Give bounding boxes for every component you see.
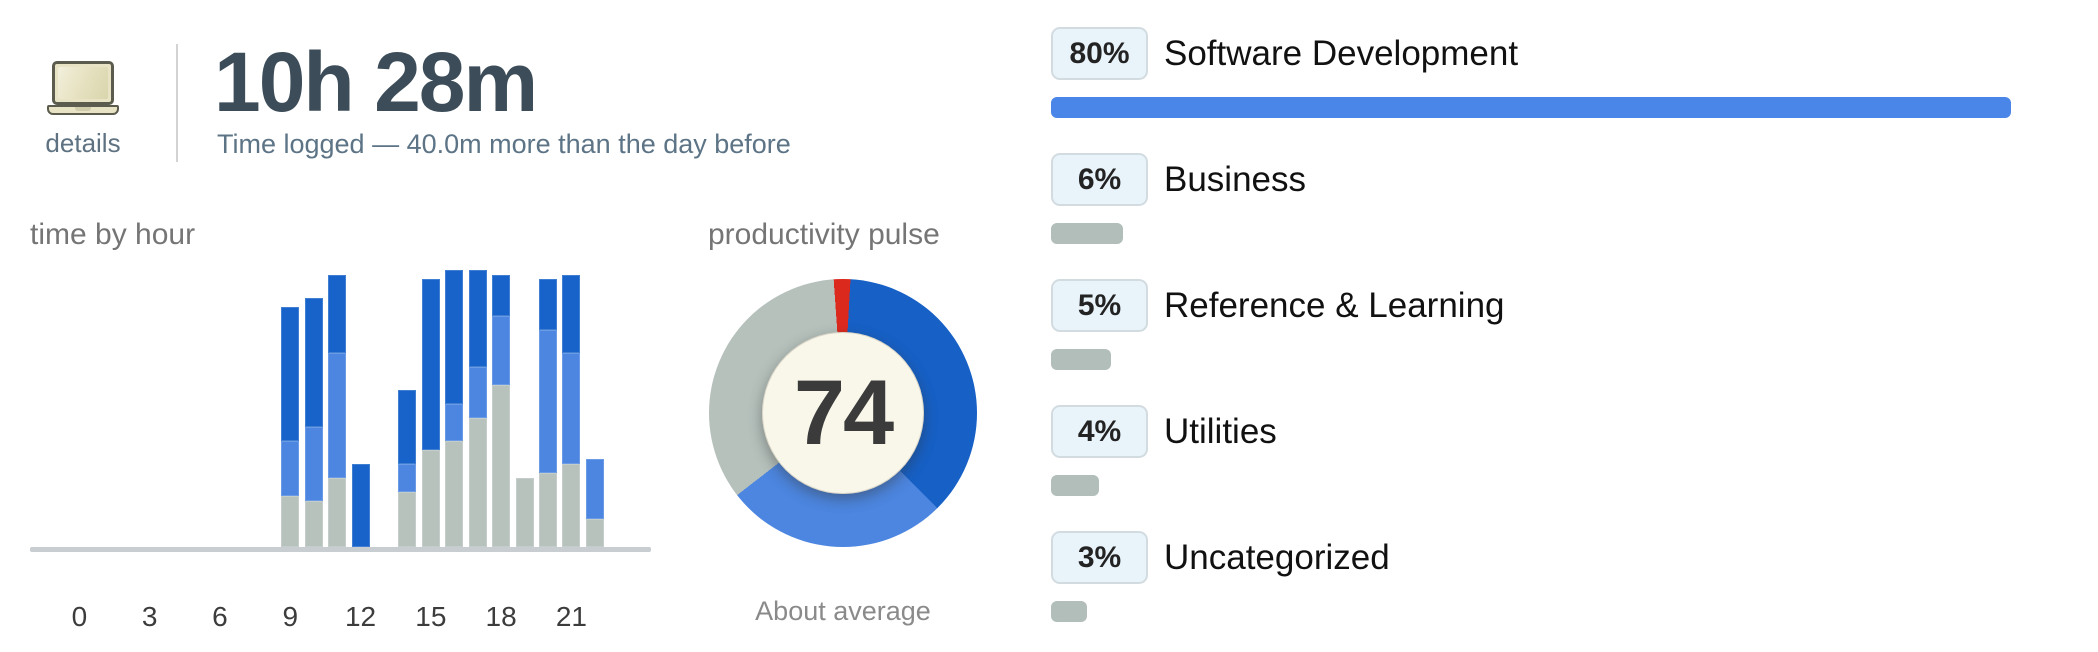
hour-chart-plot: [30, 268, 651, 547]
bar-segment-productive: [281, 440, 300, 497]
category-row-reference-learning[interactable]: 5% Reference & Learning: [1051, 279, 1505, 332]
bar-segment-neutral: [304, 500, 323, 547]
hour-bar-19[interactable]: [515, 477, 534, 547]
time-logged-total: 10h 28m: [214, 35, 538, 129]
pulse-center-disc: 74: [762, 332, 924, 494]
category-label[interactable]: Business: [1164, 159, 1307, 199]
hour-chart-tick-labels: 0 3 6 9 12 15 18 21: [30, 601, 651, 635]
bar-segment-neutral: [281, 496, 300, 547]
bar-segment-productive: [492, 316, 511, 386]
bar-segment-neutral: [468, 417, 487, 547]
bar-segment-neutral: [539, 473, 557, 547]
hour-bar-16[interactable]: [445, 270, 464, 547]
bar-segment-very-productive: [398, 390, 417, 464]
hour-bar-10[interactable]: [304, 297, 323, 547]
category-bar: [1051, 223, 1123, 244]
category-breakdown-panel: 80% Software Development 6% Business 5% Refer…: [1051, 0, 2061, 652]
x-tick-3: 3: [141, 601, 158, 632]
category-percent-badge: 3%: [1051, 531, 1148, 584]
hour-bar-20[interactable]: [539, 279, 557, 547]
hour-bar-12[interactable]: [351, 463, 370, 547]
hour-bar-21[interactable]: [562, 274, 581, 547]
laptop-screen: [52, 61, 114, 105]
x-tick-9: 9: [282, 601, 299, 632]
bar-segment-neutral: [328, 477, 347, 547]
details-link[interactable]: details: [45, 128, 121, 158]
category-percent-badge: 4%: [1051, 405, 1148, 458]
bar-segment-neutral: [492, 385, 511, 547]
bar-segment-very-productive: [328, 274, 347, 354]
category-label[interactable]: Uncategorized: [1164, 537, 1390, 577]
laptop-base: [47, 105, 119, 115]
category-percent-badge: 80%: [1051, 27, 1148, 80]
bar-segment-productive: [445, 403, 464, 441]
bar-segment-very-productive: [281, 306, 300, 441]
x-tick-12: 12: [344, 601, 377, 632]
bar-segment-neutral: [562, 463, 581, 547]
hour-chart-title: time by hour: [30, 218, 196, 251]
x-tick-6: 6: [212, 601, 228, 632]
bar-segment-productive: [304, 426, 323, 501]
category-label[interactable]: Reference & Learning: [1164, 285, 1505, 325]
hour-chart-axis: [30, 547, 651, 552]
bar-segment-productive: [539, 330, 557, 474]
category-bar: [1051, 601, 1087, 622]
laptop-icon: [47, 61, 119, 115]
bar-segment-very-productive: [304, 297, 323, 427]
bar-segment-neutral: [585, 519, 604, 547]
category-bar: [1051, 475, 1099, 496]
category-row-utilities[interactable]: 4% Utilities: [1051, 405, 1277, 458]
category-row-business[interactable]: 6% Business: [1051, 153, 1306, 206]
bar-segment-very-productive: [492, 274, 511, 317]
laptop-notch: [75, 107, 91, 111]
bar-segment-neutral: [398, 491, 417, 547]
bar-segment-productive: [328, 353, 347, 478]
category-percent-badge: 6%: [1051, 153, 1148, 206]
bar-segment-productive: [585, 459, 604, 520]
laptop-screen-glare: [58, 67, 108, 99]
hour-bar-9[interactable]: [281, 306, 300, 547]
pulse-caption: About average: [755, 596, 931, 626]
x-tick-0: 0: [71, 601, 88, 632]
header-divider: [176, 44, 178, 162]
bar-segment-productive: [398, 463, 417, 492]
category-bar: [1051, 349, 1111, 370]
pulse-donut-chart[interactable]: 74: [709, 279, 977, 547]
category-row-uncategorized[interactable]: 3% Uncategorized: [1051, 531, 1390, 584]
hour-bar-22[interactable]: [585, 459, 604, 547]
hour-bar-11[interactable]: [328, 274, 347, 547]
category-label[interactable]: Utilities: [1164, 411, 1277, 451]
bar-segment-very-productive: [445, 270, 464, 404]
hour-bar-18[interactable]: [492, 274, 511, 547]
bar-segment-neutral: [445, 440, 464, 547]
category-percent-badge: 5%: [1051, 279, 1148, 332]
time-logged-subtitle: Time logged — 40.0m more than the day be…: [217, 129, 791, 159]
hour-bar-15[interactable]: [421, 279, 440, 547]
pulse-score: 74: [793, 361, 894, 464]
x-tick-21: 21: [555, 601, 587, 632]
bar-segment-very-productive: [421, 279, 440, 451]
category-bar: [1051, 97, 2011, 118]
bar-segment-very-productive: [562, 274, 581, 354]
pulse-title: productivity pulse: [708, 218, 940, 251]
x-tick-18: 18: [485, 601, 517, 632]
hour-bar-17[interactable]: [468, 270, 487, 547]
x-tick-15: 15: [415, 601, 447, 632]
bar-segment-neutral: [515, 477, 534, 547]
category-row-software-development[interactable]: 80% Software Development: [1051, 27, 1518, 80]
category-label[interactable]: Software Development: [1164, 33, 1519, 73]
bar-segment-very-productive: [539, 279, 557, 331]
bar-segment-neutral: [421, 450, 440, 547]
bar-segment-very-productive: [468, 270, 487, 367]
bar-segment-productive: [562, 353, 581, 464]
bar-segment-productive: [468, 366, 487, 418]
hour-bar-14[interactable]: [398, 390, 417, 547]
bar-segment-very-productive: [351, 463, 370, 547]
